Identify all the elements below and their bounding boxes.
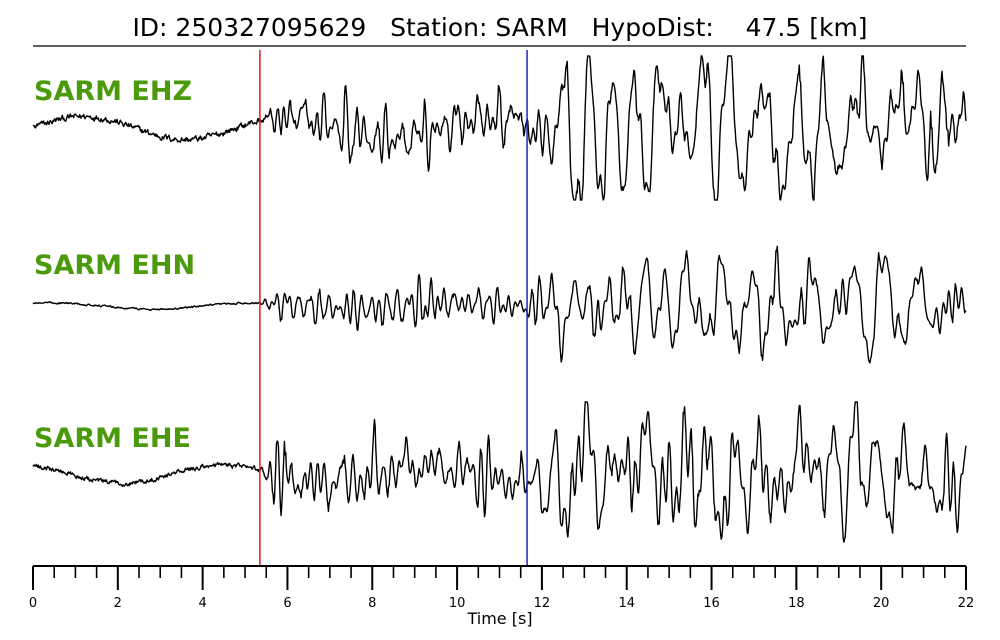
tick-label: 8 bbox=[368, 596, 376, 611]
trace-sarm-ehz bbox=[32, 55, 967, 201]
tick-label: 10 bbox=[449, 596, 466, 611]
tick-label: 4 bbox=[198, 596, 206, 611]
channel-label-sarm-ehn: SARM EHN bbox=[34, 250, 195, 281]
tick-label: 20 bbox=[873, 596, 890, 611]
tick-label: 12 bbox=[534, 596, 551, 611]
channel-labels: SARM EHZ SARM EHN SARM EHE bbox=[34, 76, 195, 454]
tick-label: 16 bbox=[703, 596, 720, 611]
trace-sarm-ehn bbox=[32, 245, 967, 364]
x-axis-label: Time [s] bbox=[466, 609, 532, 628]
channel-label-sarm-ehe: SARM EHE bbox=[34, 423, 191, 454]
tick-label: 2 bbox=[114, 596, 122, 611]
trace-sarm-ehe bbox=[32, 401, 967, 543]
tick-label: 6 bbox=[283, 596, 291, 611]
tick-label: 0 bbox=[29, 596, 37, 611]
phase-picks bbox=[259, 50, 528, 566]
tick-label: 22 bbox=[958, 596, 975, 611]
tick-label: 18 bbox=[788, 596, 805, 611]
channel-label-sarm-ehz: SARM EHZ bbox=[34, 76, 192, 107]
chart-title: ID: 250327095629 Station: SARM HypoDist:… bbox=[132, 13, 867, 42]
tick-label: 14 bbox=[618, 596, 635, 611]
traces-group bbox=[32, 55, 967, 543]
time-axis: 0 2 4 6 8 10 12 14 16 18 20 22 bbox=[29, 565, 975, 611]
